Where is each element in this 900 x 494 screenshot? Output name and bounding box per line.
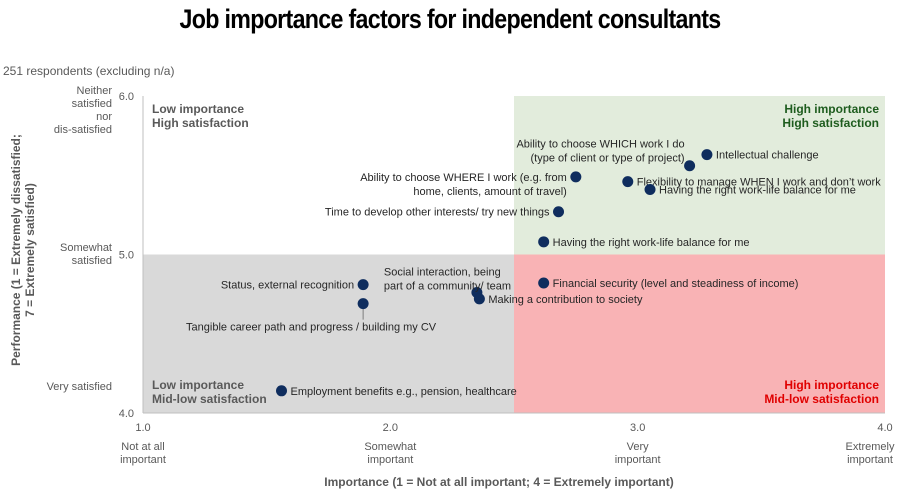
respondents-note: 251 respondents (excluding n/a) xyxy=(3,64,175,78)
data-point-label: Ability to choose WHICH work I do (type o… xyxy=(516,139,684,165)
data-point-label: Social interaction, being part of a commu… xyxy=(384,267,511,293)
x-tick-description: Extremely important xyxy=(846,441,895,466)
data-point-label: Intellectual challenge xyxy=(716,150,819,162)
data-point xyxy=(570,171,582,183)
x-tick-label: 3.0 xyxy=(630,422,645,434)
x-tick-description: Very important xyxy=(615,441,661,466)
data-point-label: Ability to choose WHERE I work (e.g. fro… xyxy=(360,172,567,198)
x-tick-label: 4.0 xyxy=(877,422,892,434)
data-point xyxy=(276,385,288,397)
quadrant-label-high-importance-mid-low-satisfaction: High importance Mid-low satisfaction xyxy=(764,378,879,406)
quadrant-bg-low-importance-mid-low-satisfaction xyxy=(143,254,514,413)
data-point-label: Tangible career path and progress / buil… xyxy=(186,322,437,334)
data-point xyxy=(684,160,696,172)
y-tick-label: 4.0 xyxy=(119,408,134,420)
x-axis-title: Importance (1 = Not at all important; 4 … xyxy=(324,475,673,489)
quadrant-bg-high-importance-mid-low-satisfaction xyxy=(514,254,885,413)
data-point xyxy=(538,236,550,248)
data-point xyxy=(357,279,369,291)
quadrant-label-low-importance-mid-low-satisfaction: Low importance Mid-low satisfaction xyxy=(152,378,267,406)
x-tick-label: 1.0 xyxy=(135,422,150,434)
data-point xyxy=(538,277,550,289)
data-point xyxy=(473,293,485,305)
chart-title: Job importance factors for independent c… xyxy=(179,4,721,34)
data-point xyxy=(357,298,369,310)
data-point xyxy=(622,176,634,188)
quadrant-label-high-importance-high-satisfaction: High importance High satisfaction xyxy=(782,102,879,130)
data-point-label: Time to develop other interests/ try new… xyxy=(325,207,550,219)
y-tick-description: Somewhat satisfied xyxy=(60,242,112,267)
data-point-label: Having the right work-life balance for m… xyxy=(553,237,750,249)
data-point-label: Employment benefits e.g., pension, healt… xyxy=(291,386,517,398)
x-tick-label: 2.0 xyxy=(383,422,398,434)
y-tick-label: 5.0 xyxy=(119,250,134,262)
data-point xyxy=(701,149,713,161)
data-point xyxy=(644,184,656,196)
y-axis-title: Performance (1 = Extremely dissatisfied;… xyxy=(9,134,37,366)
quadrant-bg-low-importance-high-satisfaction xyxy=(143,96,514,255)
data-point-label: Status, external recognition xyxy=(221,280,354,292)
data-point-label: Having the right work-life balance for m… xyxy=(659,185,856,197)
data-point-label: Making a contribution to society xyxy=(488,294,643,306)
x-tick-description: Somewhat important xyxy=(364,441,416,466)
y-tick-description: Neither satisfied nor dis-satisfied xyxy=(54,85,112,136)
data-point-label: Flexibility to manage WHEN I work and do… xyxy=(637,177,881,189)
y-tick-description: Very satisfied xyxy=(47,381,112,393)
data-point xyxy=(553,206,565,218)
x-tick-description: Not at all important xyxy=(120,441,166,466)
y-tick-label: 6.0 xyxy=(119,91,134,103)
data-point-label: Financial security (level and steadiness… xyxy=(553,278,799,290)
quadrant-label-low-importance-high-satisfaction: Low importance High satisfaction xyxy=(152,102,249,130)
